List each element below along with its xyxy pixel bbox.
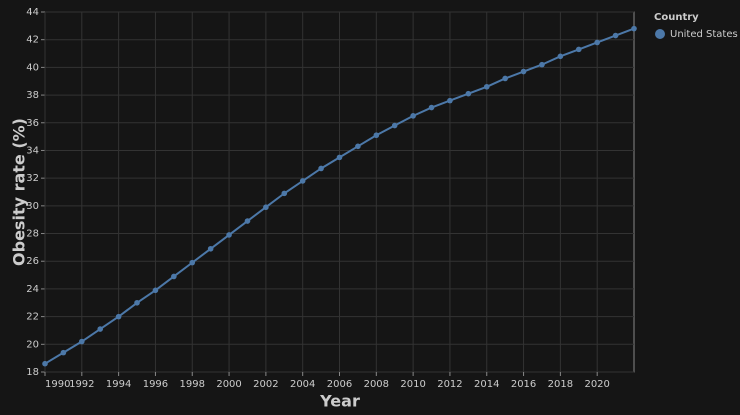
y-tick-label: 38 bbox=[26, 90, 39, 101]
point bbox=[263, 204, 269, 211]
point bbox=[189, 259, 196, 266]
point bbox=[299, 178, 306, 184]
y-tick-label: 42 bbox=[26, 35, 39, 46]
point bbox=[575, 46, 582, 53]
point bbox=[447, 97, 453, 104]
y-tick-label: 44 bbox=[26, 7, 39, 18]
y-axis-title: Obesity rate (%) bbox=[10, 118, 29, 266]
x-tick-label: 2004 bbox=[290, 379, 315, 390]
point bbox=[115, 313, 122, 320]
x-tick-label: 1990 bbox=[45, 379, 70, 390]
legend-label: United States bbox=[670, 29, 738, 40]
y-tick-label: 18 bbox=[26, 367, 39, 378]
x-tick-label: 2008 bbox=[364, 379, 389, 390]
x-axis-title: Year bbox=[319, 392, 360, 411]
point bbox=[281, 190, 288, 197]
point bbox=[134, 299, 140, 306]
x-tick-label: 2012 bbox=[437, 379, 462, 390]
point bbox=[483, 83, 490, 90]
point bbox=[465, 90, 472, 97]
x-tick-label: 1992 bbox=[69, 379, 94, 390]
x-tick-label: 1998 bbox=[180, 379, 205, 390]
point bbox=[373, 132, 380, 139]
point bbox=[502, 75, 508, 82]
x-tick-label: 2016 bbox=[511, 379, 536, 390]
y-tick-label: 34 bbox=[26, 145, 39, 156]
point bbox=[60, 349, 67, 356]
point bbox=[612, 32, 619, 39]
point bbox=[79, 338, 85, 345]
y-tick-label: 36 bbox=[26, 118, 39, 129]
x-tick-label: 1994 bbox=[106, 379, 131, 390]
point bbox=[391, 122, 398, 129]
x-tick-label: 2014 bbox=[474, 379, 499, 390]
x-tick-label: 2018 bbox=[548, 379, 573, 390]
legend-swatch bbox=[655, 29, 665, 39]
x-tick-label: 2006 bbox=[327, 379, 352, 390]
point bbox=[171, 273, 177, 280]
x-tick-label: 2020 bbox=[584, 379, 609, 390]
y-tick-label: 30 bbox=[26, 201, 39, 212]
point bbox=[207, 245, 214, 252]
point bbox=[97, 326, 104, 332]
legend-title: Country bbox=[654, 12, 699, 23]
y-tick-label: 28 bbox=[26, 229, 39, 240]
point bbox=[557, 53, 564, 60]
point bbox=[355, 143, 361, 150]
y-tick-label: 40 bbox=[26, 62, 39, 73]
point bbox=[594, 39, 600, 46]
point bbox=[520, 68, 527, 75]
y-tick-label: 22 bbox=[26, 312, 39, 323]
point bbox=[539, 61, 545, 68]
y-tick-label: 20 bbox=[26, 339, 39, 350]
point bbox=[428, 104, 435, 111]
point bbox=[336, 154, 343, 161]
x-tick-label: 2010 bbox=[400, 379, 425, 390]
point bbox=[410, 113, 416, 119]
point bbox=[42, 360, 48, 367]
x-tick-label: 2000 bbox=[216, 379, 241, 390]
x-tick-label: 1996 bbox=[143, 379, 168, 390]
y-tick-label: 26 bbox=[26, 256, 39, 267]
x-tick-label: 2002 bbox=[253, 379, 278, 390]
point bbox=[318, 165, 324, 172]
point bbox=[244, 218, 251, 224]
y-tick-label: 24 bbox=[26, 284, 39, 295]
point bbox=[226, 232, 232, 238]
point bbox=[631, 25, 637, 32]
point bbox=[152, 287, 159, 294]
y-tick-label: 32 bbox=[26, 173, 39, 184]
